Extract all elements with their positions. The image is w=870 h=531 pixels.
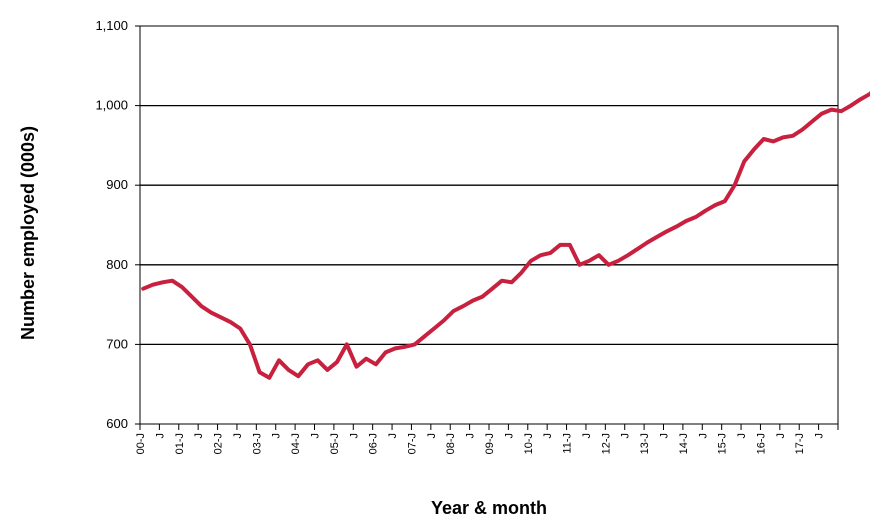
x-tick-label: J <box>271 433 283 439</box>
x-tick-label: 14-J <box>678 433 690 454</box>
x-tick-label: J <box>503 433 515 439</box>
x-tick-label: J <box>736 433 748 439</box>
x-tick-label: 00-J <box>135 433 147 454</box>
x-tick-label: 06-J <box>368 433 380 454</box>
gridlines <box>140 104 838 346</box>
y-axis-ticks: 600 700 800 900 1,000 1,100 <box>95 18 140 431</box>
x-tick-label: 05-J <box>329 433 341 454</box>
x-tick-label: J <box>348 433 360 439</box>
x-tick-label: J <box>659 433 671 439</box>
x-tick-label: J <box>697 433 709 439</box>
y-axis-title: Number employed (000s) <box>18 126 38 340</box>
plot-area-frame <box>139 25 839 425</box>
x-tick-label: 15-J <box>717 433 729 454</box>
x-tick-label: 08-J <box>445 433 457 454</box>
y-tick-label: 700 <box>106 336 128 351</box>
y-tick-label: 1,100 <box>95 18 128 33</box>
y-tick-label: 800 <box>106 257 128 272</box>
x-tick-label: 03-J <box>251 433 263 454</box>
x-tick-label: J <box>775 433 787 439</box>
x-tick-label: J <box>426 433 438 439</box>
x-tick-label: 13-J <box>639 433 651 454</box>
x-tick-label: 11-J <box>562 433 574 454</box>
x-tick-label: J <box>581 433 593 439</box>
x-tick-label: J <box>387 433 399 439</box>
series-line-employment <box>141 90 870 380</box>
x-axis-ticks: 00-J J 01-J J 02-J J 03-J J 04-J J 05-J J 06-J J 07-J J… <box>135 424 839 454</box>
x-tick-label: 16-J <box>755 433 767 454</box>
y-tick-label: 600 <box>106 416 128 431</box>
x-tick-label: 17-J <box>794 433 806 454</box>
x-axis-title: Year & month <box>431 498 547 518</box>
x-tick-label: 07-J <box>406 433 418 454</box>
x-tick-label: 01-J <box>174 433 186 454</box>
x-tick-label: J <box>310 433 322 439</box>
x-tick-label: J <box>542 433 554 439</box>
x-tick-label: J <box>154 433 166 439</box>
x-tick-label: 09-J <box>484 433 496 454</box>
x-tick-label: J <box>814 433 826 439</box>
y-tick-label: 1,000 <box>95 98 128 113</box>
x-tick-label: 10-J <box>523 433 535 454</box>
x-tick-label: J <box>193 433 205 439</box>
x-tick-label: J <box>620 433 632 439</box>
x-tick-label: 04-J <box>290 433 302 454</box>
x-tick-label: J <box>465 433 477 439</box>
x-tick-label: 12-J <box>600 433 612 454</box>
x-tick-label: 02-J <box>213 433 225 454</box>
x-tick-label: J <box>232 433 244 439</box>
y-tick-label: 900 <box>106 177 128 192</box>
